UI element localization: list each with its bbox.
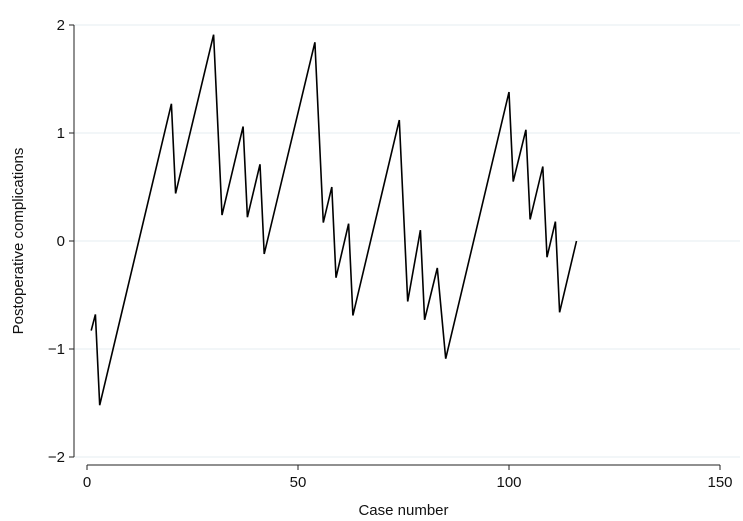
series-layer [90,34,578,406]
y-tick-label-2: 2 [57,17,65,34]
x-tick-label-100: 100 [496,474,521,491]
series-line-0 [90,34,578,406]
x-tick-label-0: 0 [83,474,91,491]
x-tick-label-150: 150 [707,474,732,491]
y-axis-label: Postoperative complications [10,148,27,335]
y-tick-label-1: 1 [57,125,65,142]
y-tick-label--2: −2 [48,449,65,466]
grid-lines [74,24,740,458]
x-tick-label-50: 50 [290,474,307,491]
y-tick-label--1: −1 [48,341,65,358]
axis-labels: Case number Postoperative complications [10,148,449,519]
axes: −2 −1 0 1 2 0 50 100 150 [48,17,733,491]
x-axis-label: Case number [358,502,448,519]
y-tick-label-0: 0 [57,233,65,250]
